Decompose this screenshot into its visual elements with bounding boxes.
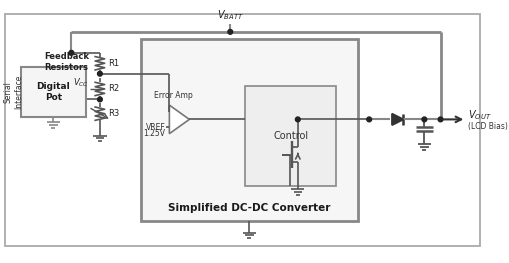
- Circle shape: [437, 117, 442, 122]
- Text: R1: R1: [108, 59, 119, 68]
- Bar: [140, 38, 357, 221]
- Circle shape: [97, 71, 102, 76]
- Circle shape: [97, 97, 102, 102]
- Circle shape: [421, 117, 426, 122]
- Text: R2: R2: [108, 84, 119, 93]
- Circle shape: [69, 50, 74, 55]
- Text: $V_{BATT}$: $V_{BATT}$: [216, 8, 243, 22]
- Circle shape: [228, 29, 232, 34]
- Circle shape: [366, 117, 371, 122]
- Text: 1.25V: 1.25V: [143, 129, 165, 138]
- Polygon shape: [391, 114, 403, 125]
- Text: (LCD Bias): (LCD Bias): [467, 122, 507, 130]
- Text: Feedback
Resistors: Feedback Resistors: [44, 52, 89, 72]
- Text: Serial
Interface: Serial Interface: [4, 75, 23, 109]
- Text: R3: R3: [108, 109, 120, 118]
- Text: Digital
Pot: Digital Pot: [36, 82, 70, 102]
- Polygon shape: [169, 105, 189, 134]
- Text: VREF: VREF: [146, 123, 165, 132]
- Text: Simplified DC-DC Converter: Simplified DC-DC Converter: [168, 203, 330, 213]
- Bar: [21, 67, 86, 117]
- Text: Error Amp: Error Amp: [154, 91, 192, 100]
- Text: $V_{CC}$: $V_{CC}$: [73, 77, 89, 89]
- Text: Control: Control: [273, 131, 307, 141]
- Text: $V_{OUT}$: $V_{OUT}$: [467, 109, 491, 123]
- Bar: [245, 86, 335, 186]
- Circle shape: [295, 117, 300, 122]
